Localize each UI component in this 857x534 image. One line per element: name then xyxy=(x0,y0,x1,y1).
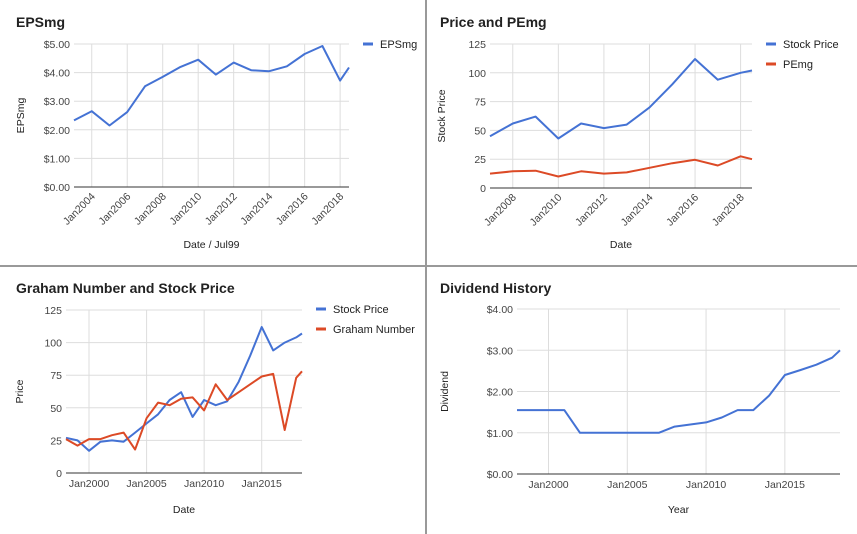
y-tick-label: $5.00 xyxy=(44,39,70,51)
y-tick-label: 75 xyxy=(474,97,486,109)
y-tick-label: $3.00 xyxy=(487,345,513,357)
x-tick-label: Jan2010 xyxy=(167,191,204,228)
x-tick-label: Jan2008 xyxy=(482,192,519,229)
y-axis-label: Dividend xyxy=(439,371,451,412)
chart-title: Graham Number and Stock Price xyxy=(16,280,235,296)
y-tick-label: $3.00 xyxy=(44,96,70,108)
divider-vertical xyxy=(425,0,427,534)
x-tick-label: Jan2018 xyxy=(309,191,346,228)
legend-label: Stock Price xyxy=(333,304,389,316)
y-tick-label: $2.00 xyxy=(487,387,513,399)
chart-title: EPSmg xyxy=(16,14,65,30)
x-tick-label: Jan2006 xyxy=(96,191,133,228)
series-line xyxy=(73,45,350,127)
y-tick-label: $4.00 xyxy=(44,68,70,80)
x-tick-label: Jan2000 xyxy=(69,478,109,490)
x-tick-label: Jan2012 xyxy=(573,192,610,229)
y-tick-label: $2.00 xyxy=(44,125,70,137)
series-line xyxy=(517,349,841,434)
y-axis-label: EPSmg xyxy=(15,98,27,134)
legend-label: Graham Number xyxy=(333,324,415,336)
y-tick-label: $1.00 xyxy=(487,428,513,440)
chart-panel-epsmg: EPSmg $0.00 $1.00 $2.00 $3.00 $4.00 $5.00 Jan20… xyxy=(0,0,425,265)
chart-title: Dividend History xyxy=(440,280,551,296)
x-tick-label: Jan2010 xyxy=(686,479,726,491)
x-tick-label: Jan2005 xyxy=(126,478,166,490)
chart-epsmg: EPSmg $0.00 $1.00 $2.00 $3.00 $4.00 $5.00 Jan20… xyxy=(15,14,417,251)
y-tick-label: $1.00 xyxy=(44,153,70,165)
x-tick-label: Jan2015 xyxy=(242,478,282,490)
x-tick-label: Jan2014 xyxy=(619,192,656,229)
y-tick-label: 0 xyxy=(56,468,62,480)
x-axis-label: Date xyxy=(173,504,195,516)
series-line xyxy=(489,155,753,178)
x-tick-label: Jan2008 xyxy=(132,191,169,228)
y-tick-label: 25 xyxy=(50,435,62,447)
x-tick-label: Jan2012 xyxy=(203,191,240,228)
series-line xyxy=(65,326,303,452)
y-tick-label: 50 xyxy=(50,403,62,415)
chart-graham-number: Graham Number and Stock Price 0 25 50 75 100 1… xyxy=(14,280,415,516)
legend-label: PEmg xyxy=(783,59,813,71)
series-line xyxy=(65,370,303,451)
x-tick-label: Jan2005 xyxy=(607,479,647,491)
y-tick-label: 100 xyxy=(44,338,62,350)
x-axis-label: Year xyxy=(668,504,690,516)
legend-label: EPSmg xyxy=(380,39,417,51)
chart-title: Price and PEmg xyxy=(440,14,547,30)
y-tick-label: $0.00 xyxy=(487,469,513,481)
x-axis-label: Date xyxy=(610,239,632,251)
y-tick-label: $4.00 xyxy=(487,304,513,316)
x-tick-label: Jan2015 xyxy=(765,479,805,491)
x-tick-label: Jan2000 xyxy=(528,479,568,491)
y-tick-label: $0.00 xyxy=(44,182,70,194)
x-tick-label: Jan2018 xyxy=(710,192,747,229)
y-tick-label: 50 xyxy=(474,125,486,137)
x-tick-label: Jan2010 xyxy=(527,192,564,229)
x-tick-label: Jan2014 xyxy=(238,191,275,228)
y-tick-label: 0 xyxy=(480,183,486,195)
y-tick-label: 125 xyxy=(468,39,486,51)
x-axis-label: Date / Jul99 xyxy=(183,239,239,251)
x-tick-label: Jan2004 xyxy=(61,191,98,228)
chart-panel-price-pemg: Price and PEmg 0 25 50 75 100 125 Jan2008 Jan201… xyxy=(428,0,857,265)
chart-panel-dividend: Dividend History $0.00 $1.00 $2.00 $3.00 $4.0… xyxy=(428,268,857,534)
y-tick-label: 75 xyxy=(50,370,62,382)
legend-label: Stock Price xyxy=(783,39,839,51)
divider-horizontal xyxy=(0,265,857,267)
y-tick-label: 25 xyxy=(474,154,486,166)
y-axis-label: Stock Price xyxy=(436,89,448,142)
series-line xyxy=(489,58,753,140)
x-tick-label: Jan2016 xyxy=(664,192,701,229)
y-axis-label: Price xyxy=(14,379,26,403)
x-tick-label: Jan2016 xyxy=(274,191,311,228)
y-tick-label: 125 xyxy=(44,305,62,317)
y-tick-label: 100 xyxy=(468,68,486,80)
x-tick-label: Jan2010 xyxy=(184,478,224,490)
chart-dividend-history: Dividend History $0.00 $1.00 $2.00 $3.00 $4.0… xyxy=(439,280,841,516)
chart-panel-graham: Graham Number and Stock Price 0 25 50 75 100 1… xyxy=(0,268,425,534)
